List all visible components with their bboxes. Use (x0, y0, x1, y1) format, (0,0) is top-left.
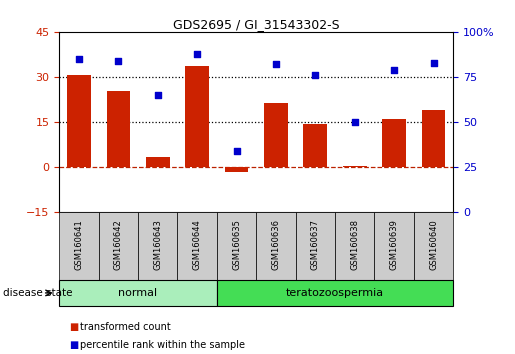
Point (232, 148, 241, 154)
Bar (67, 75, 91, 167)
Title: GDS2695 / GI_31543302-S: GDS2695 / GI_31543302-S (173, 18, 339, 31)
Point (153, 92, 162, 98)
Point (430, 60, 438, 65)
Bar (264, 103, 288, 167)
Text: GSM160635: GSM160635 (232, 219, 241, 270)
Bar (138, 212, 177, 280)
Text: GSM160636: GSM160636 (271, 219, 280, 270)
Bar (99, 212, 138, 280)
Bar (146, 157, 169, 167)
Bar (217, 212, 256, 280)
Text: GSM160643: GSM160643 (153, 219, 162, 270)
Bar (422, 110, 445, 167)
Text: GSM160637: GSM160637 (311, 219, 320, 270)
Point (193, 51, 201, 56)
Bar (107, 91, 130, 167)
Text: ■: ■ (70, 322, 79, 332)
Point (272, 62, 280, 67)
Text: ■: ■ (70, 340, 79, 350)
Bar (374, 212, 414, 280)
Bar (414, 212, 453, 280)
Point (311, 72, 319, 78)
Bar (59, 280, 217, 306)
Text: GSM160641: GSM160641 (75, 219, 83, 270)
Bar (382, 119, 406, 167)
Point (114, 58, 123, 64)
Text: teratozoospermia: teratozoospermia (286, 288, 384, 298)
Bar (296, 212, 335, 280)
Point (351, 119, 359, 125)
Point (75, 56, 83, 62)
Text: GSM160642: GSM160642 (114, 219, 123, 270)
Bar (343, 166, 367, 167)
Point (390, 67, 398, 73)
Text: normal: normal (118, 288, 158, 298)
Text: GSM160640: GSM160640 (429, 219, 438, 270)
Bar (185, 67, 209, 167)
Text: disease state: disease state (3, 288, 72, 298)
Text: percentile rank within the sample: percentile rank within the sample (80, 340, 245, 350)
Text: GSM160639: GSM160639 (390, 219, 399, 270)
Bar (217, 280, 453, 306)
Text: GSM160644: GSM160644 (193, 219, 201, 270)
Bar (225, 167, 248, 172)
Bar (59, 212, 99, 280)
Bar (303, 124, 327, 167)
Bar (256, 212, 296, 280)
Bar (335, 212, 374, 280)
Bar (177, 212, 217, 280)
Text: transformed count: transformed count (80, 322, 170, 332)
Text: GSM160638: GSM160638 (350, 219, 359, 270)
